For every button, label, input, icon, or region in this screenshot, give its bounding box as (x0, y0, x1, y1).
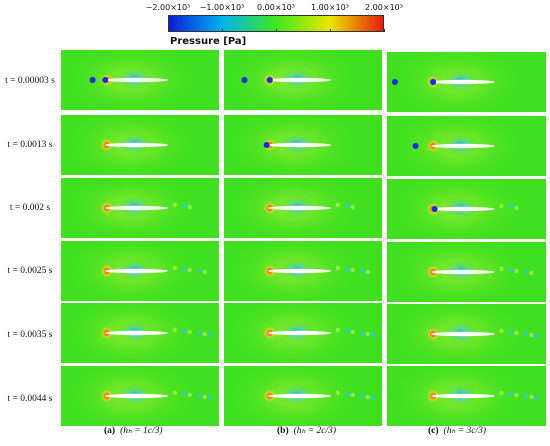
vortex-marker (266, 77, 273, 83)
contour-plot (224, 178, 382, 238)
contour-panel (387, 116, 546, 176)
contour-plot (61, 115, 219, 175)
colorbar-tick-mark (384, 29, 385, 32)
contour-panel (224, 303, 382, 363)
time-label: t = 0.0035 s (7, 330, 53, 340)
contour-panel (387, 304, 546, 364)
airfoil (267, 205, 332, 211)
caption-text: (hₕ = 1c/3) (120, 426, 163, 436)
contour-plot (61, 178, 219, 238)
airfoil (431, 269, 495, 275)
contour-plot (387, 304, 546, 364)
contour-plot (387, 366, 546, 426)
contour-panel (61, 178, 219, 238)
contour-plot (387, 179, 546, 239)
colorbar-tick-mark (330, 29, 331, 32)
airfoil (431, 143, 495, 149)
airfoil (104, 142, 169, 148)
vortex-marker (431, 206, 438, 212)
vortex-marker (412, 143, 419, 149)
vortex-marker (391, 79, 398, 85)
airfoil (267, 142, 332, 148)
contour-panel (224, 115, 382, 175)
caption-c: (c) (hₕ = 3c/3) (428, 425, 486, 436)
time-label: t = 0.00003 s (5, 76, 55, 86)
airfoil (431, 331, 495, 337)
contour-plot (61, 303, 219, 363)
contour-plot (224, 366, 382, 426)
airfoil (431, 393, 495, 399)
colorbar-tick-label: −2.00×10³ (145, 3, 191, 12)
colorbar-tick-label: 2.00×10³ (365, 3, 403, 12)
colorbar-tick-label: 0.00×10³ (257, 3, 295, 12)
vortex-marker (430, 79, 437, 85)
airfoil (104, 330, 169, 336)
contour-plot (224, 50, 382, 110)
vortex-marker (102, 77, 109, 83)
contour-panel (387, 179, 546, 239)
airfoil (267, 77, 332, 83)
contour-panel (387, 242, 546, 302)
contour-panel (61, 50, 219, 110)
airfoil (431, 206, 495, 212)
time-label: t = 0.0025 s (7, 266, 53, 276)
contour-plot (61, 241, 219, 301)
time-label: t = 0.0044 s (7, 394, 53, 404)
contour-plot (387, 116, 546, 176)
vortex-marker (263, 142, 270, 148)
contour-plot (61, 366, 219, 426)
colorbar-tick-label: 1.00×10³ (311, 3, 349, 12)
contour-panel (61, 366, 219, 426)
contour-plot (224, 303, 382, 363)
airfoil (104, 268, 169, 274)
contour-panel (61, 241, 219, 301)
time-label: t = 0.002 s (9, 203, 51, 213)
contour-panel (387, 52, 546, 112)
caption-text: (hₕ = 3c/3) (443, 426, 486, 436)
airfoil (267, 393, 332, 399)
contour-panel (224, 178, 382, 238)
airfoil (104, 393, 169, 399)
vortex-marker (89, 77, 96, 83)
contour-plot (224, 115, 382, 175)
caption-letter: (b) (277, 426, 289, 436)
airfoil (267, 330, 332, 336)
vortex-marker (241, 77, 248, 83)
contour-plot (387, 52, 546, 112)
contour-panel (224, 241, 382, 301)
caption-b: (b) (hₕ = 2c/3) (277, 425, 336, 436)
caption-letter: (a) (104, 426, 116, 436)
contour-panel (387, 366, 546, 426)
colorbar-tick-mark (222, 29, 223, 32)
contour-panel (224, 366, 382, 426)
contour-panel (61, 115, 219, 175)
caption-text: (hₕ = 2c/3) (293, 426, 337, 436)
colorbar-title: Pressure [Pa] (170, 36, 247, 47)
contour-plot (387, 242, 546, 302)
colorbar-tick-mark (168, 29, 169, 32)
airfoil (104, 77, 169, 83)
caption-a: (a) (hₕ = 1c/3) (104, 425, 163, 436)
caption-letter: (c) (428, 426, 439, 436)
contour-panel (61, 303, 219, 363)
contour-plot (61, 50, 219, 110)
colorbar-tick-label: −1.00×10³ (199, 3, 245, 12)
colorbar-tick-mark (276, 29, 277, 32)
contour-plot (224, 241, 382, 301)
airfoil (267, 268, 332, 274)
contour-panel (224, 50, 382, 110)
airfoil (104, 205, 169, 211)
time-label: t = 0.0013 s (7, 140, 53, 150)
airfoil (431, 79, 495, 85)
